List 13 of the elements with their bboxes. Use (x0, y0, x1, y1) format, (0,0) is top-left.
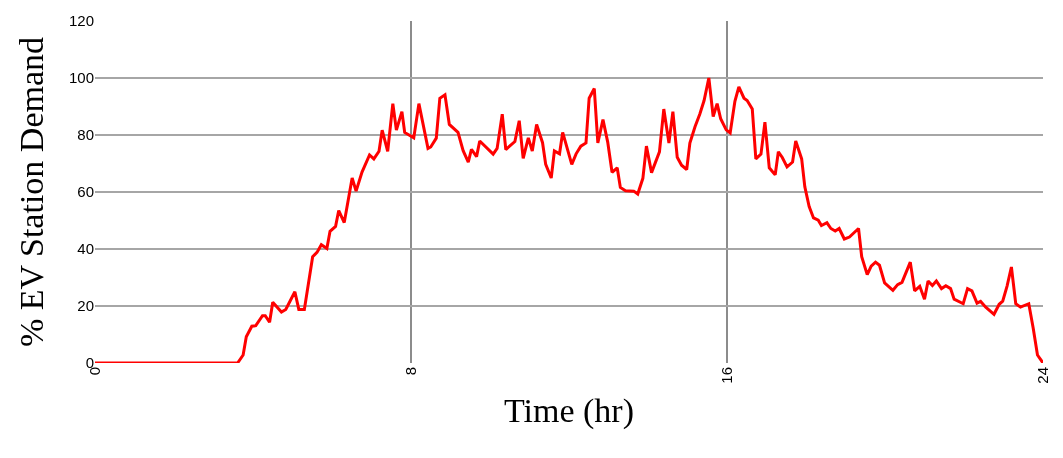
x-axis-title: Time (hr) (503, 391, 635, 430)
line-series (95, 76, 1043, 363)
x-tick-label: 0 (85, 367, 103, 376)
y-tick-label: 120 (68, 12, 94, 30)
y-tick-label: 80 (77, 126, 94, 144)
x-tick-label: 8 (401, 367, 419, 376)
y-tick-label: 60 (77, 183, 94, 201)
y-tick-label: 40 (77, 240, 94, 258)
y-tick-label: 20 (77, 297, 94, 315)
x-tick-label: 16 (717, 367, 735, 384)
y-axis-title: % EV Station Demand (12, 36, 50, 348)
y-tick-label: 100 (68, 69, 94, 87)
x-tick-label: 24 (1033, 367, 1051, 384)
